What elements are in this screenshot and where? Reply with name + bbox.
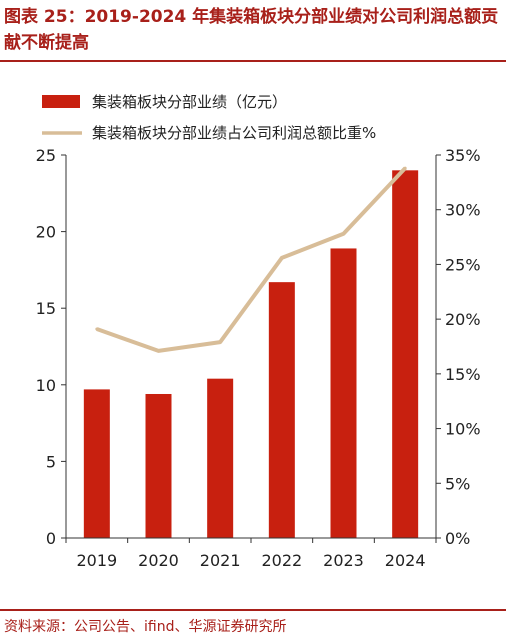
bar: [392, 170, 419, 538]
y-tick-label-left: 5: [46, 452, 56, 471]
source-rule: [0, 609, 506, 611]
y-tick-label-left: 0: [46, 529, 56, 548]
x-tick-label: 2023: [323, 551, 364, 570]
x-tick-label: 2024: [385, 551, 426, 570]
y-tick-label-right: 0%: [445, 529, 470, 548]
line-point: [157, 349, 160, 353]
legend: 集装箱板块分部业绩（亿元） 集装箱板块分部业绩占公司利润总额比重%: [42, 93, 376, 142]
bar: [207, 378, 234, 538]
bar: [83, 389, 110, 538]
bar: [268, 282, 295, 538]
line-path: [96, 166, 407, 353]
figure-title: 图表 25：2019-2024 年集装箱板块分部业绩对公司利润总额贡献不断提高: [4, 7, 499, 53]
bar: [330, 248, 357, 538]
line-point: [95, 327, 99, 331]
line-point: [403, 166, 407, 170]
y-tick-label-right: 5%: [445, 474, 470, 493]
y-tick-label-left: 15: [36, 299, 56, 318]
bar-series: [83, 170, 419, 538]
y-tick-label-left: 20: [36, 223, 56, 242]
y-tick-label-right: 35%: [445, 146, 481, 165]
x-tick-label: 2022: [261, 551, 302, 570]
y-tick-label-left: 25: [36, 146, 56, 165]
x-tick-label: 2019: [76, 551, 117, 570]
line-point: [218, 340, 222, 344]
y-tick-label-right: 20%: [445, 310, 481, 329]
title-rule: [0, 60, 506, 62]
source-note: 资料来源：公司公告、ifind、华源证券研究所: [4, 619, 287, 635]
line-series: [95, 166, 407, 353]
chart: 集装箱板块分部业绩（亿元） 集装箱板块分部业绩占公司利润总额比重% 0 5 10 15 2…: [36, 93, 481, 570]
bar: [145, 393, 172, 538]
legend-label-line: 集装箱板块分部业绩占公司利润总额比重%: [92, 124, 376, 142]
x-tick-label: 2021: [200, 551, 241, 570]
line-point: [342, 232, 345, 236]
axes: 0 5 10 15 20 25 0% 5% 10% 15% 20% 25% 30% 35% 2019 2020…: [36, 146, 481, 570]
y-tick-label-right: 25%: [445, 255, 481, 274]
legend-label-bar: 集装箱板块分部业绩（亿元）: [92, 93, 287, 111]
x-tick-label: 2020: [138, 551, 179, 570]
y-tick-label-left: 10: [36, 376, 56, 395]
y-tick-label-right: 10%: [445, 420, 481, 439]
y-tick-label-right: 30%: [445, 201, 481, 220]
legend-swatch-bar: [42, 95, 80, 108]
line-point: [280, 256, 284, 260]
y-tick-label-right: 15%: [445, 365, 481, 384]
